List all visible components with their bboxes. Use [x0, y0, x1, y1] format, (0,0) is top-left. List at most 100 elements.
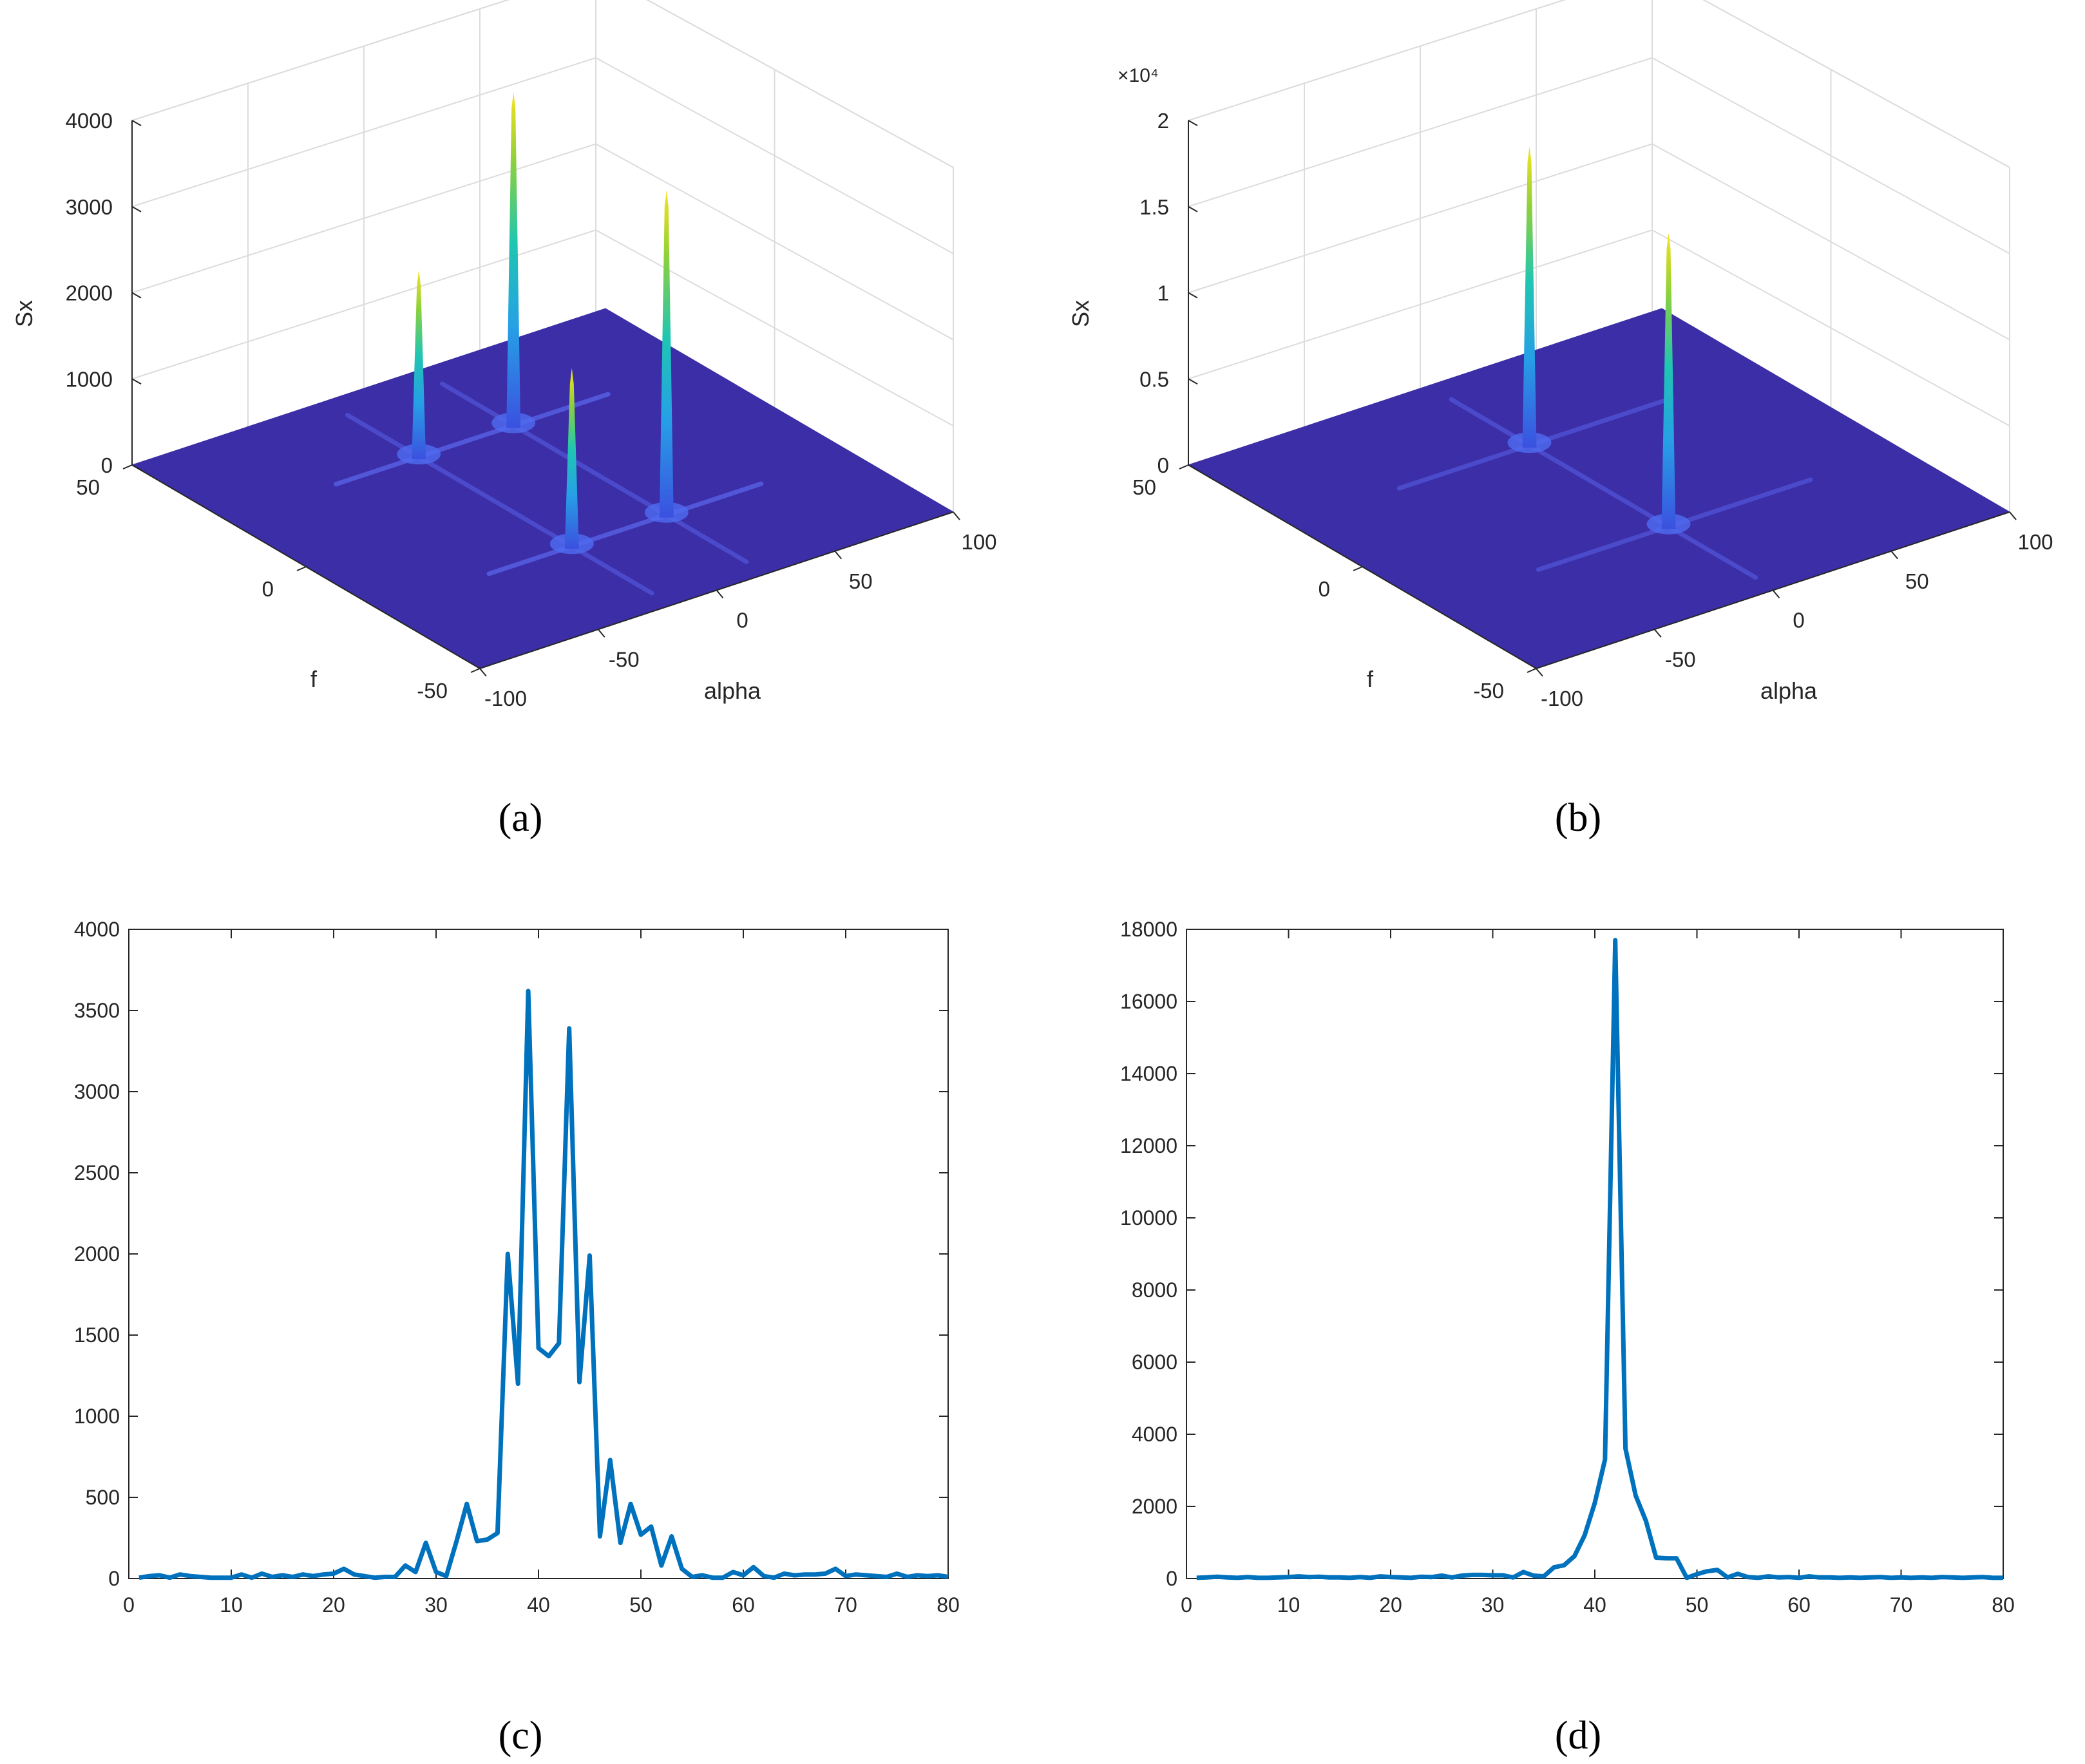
alpha-tick: [1772, 589, 1780, 599]
surface-peak: [1661, 232, 1676, 529]
surface-ridge: [1449, 397, 1758, 580]
alpha-tick: [1653, 629, 1662, 638]
surface-peak: [564, 368, 579, 549]
caption-c: (c): [499, 1714, 543, 1758]
x-tick-label: 0: [123, 1593, 135, 1617]
z-tick: [131, 378, 142, 385]
data-series-line: [138, 989, 949, 1580]
alpha-tick-label: 0: [736, 609, 748, 632]
alpha-tick: [716, 589, 724, 599]
z-tick-label: 0: [1157, 453, 1169, 477]
f-axis-title: f: [310, 666, 318, 692]
alpha-axis-title: alpha: [704, 678, 761, 704]
f-tick-label: 50: [1132, 475, 1156, 499]
z-tick: [1188, 205, 1198, 213]
alpha-tick-label: 100: [2017, 530, 2053, 554]
z-tick: [1188, 378, 1198, 385]
y-tick-label: 4000: [1132, 1423, 1177, 1446]
z-gridline: [131, 229, 954, 427]
caption-b: (b): [1555, 796, 1601, 840]
f-tick: [1353, 566, 1363, 571]
x-tick-label: 60: [1787, 1593, 1811, 1617]
surface-ridge: [486, 481, 764, 576]
alpha-tick-label: -100: [1541, 687, 1583, 710]
y-tick-label: 8000: [1132, 1278, 1177, 1302]
x-tick-label: 30: [424, 1593, 448, 1617]
z-gridline: [131, 0, 954, 168]
surface-peak: [506, 92, 521, 428]
z-tick-label: 1000: [66, 367, 113, 391]
z-gridline: [131, 143, 954, 341]
x-tick-label: 40: [527, 1593, 550, 1617]
alpha-tick-label: 50: [1905, 569, 1929, 593]
y-tick-label: 0: [108, 1567, 120, 1590]
f-tick-label: 0: [1319, 577, 1330, 601]
y-tick-label: 18000: [1120, 918, 1177, 941]
y-tick-label: 1000: [74, 1405, 120, 1428]
f-tick-label: 50: [76, 475, 100, 499]
f-tick-label: -50: [417, 679, 448, 703]
alpha-tick: [597, 629, 605, 638]
z-tick: [131, 292, 142, 299]
caption-d: (d): [1555, 1714, 1601, 1758]
x-tick-label: 20: [322, 1593, 345, 1617]
x-tick-label: 20: [1379, 1593, 1402, 1617]
x-tick-label: 10: [220, 1593, 243, 1617]
surface-ridge: [345, 413, 654, 596]
y-tick-label: 0: [1166, 1567, 1177, 1590]
alpha-tick-label: -50: [1665, 647, 1696, 671]
z-tick-label: 1: [1157, 281, 1169, 305]
y-tick-label: 6000: [1132, 1351, 1177, 1374]
y-tick-label: 1500: [74, 1323, 120, 1347]
z-tick-label: 4000: [66, 109, 113, 133]
z-tick-label: 0: [101, 453, 113, 477]
z-gridline: [1188, 57, 2010, 254]
f-tick: [1527, 668, 1537, 673]
caption-a: (a): [499, 796, 543, 840]
line-chart-c: 0 10 20 30 40 50 60 70 80 0 500 1000 1500 2000 2500 300…: [74, 918, 960, 1617]
alpha-axis-title: alpha: [1760, 678, 1818, 704]
z-tick-label: 3000: [66, 195, 113, 219]
f-tick-label: -50: [1473, 679, 1504, 703]
alpha-tick: [479, 668, 487, 677]
alpha-tick: [1890, 551, 1899, 560]
x-tick-label: 80: [1992, 1593, 2015, 1617]
f-tick: [296, 566, 307, 571]
x-tick-label: 50: [1686, 1593, 1709, 1617]
x-tick-label: 70: [1890, 1593, 1913, 1617]
z-axis-title: Sx: [11, 300, 37, 327]
alpha-tick-label: 100: [961, 530, 996, 554]
alpha-tick: [834, 551, 843, 560]
alpha-tick-label: -100: [484, 687, 527, 710]
z-tick: [1188, 292, 1198, 299]
line-chart-d: 0 10 20 30 40 50 60 70 80 0 2000 4000 6000 8000 10000 1…: [1120, 918, 2015, 1617]
y-tick-label: 12000: [1120, 1134, 1177, 1157]
z-tick-label: 2000: [66, 281, 113, 305]
z-tick: [1188, 464, 1198, 471]
x-tick-label: 30: [1481, 1593, 1505, 1617]
y-tick-label: 2000: [74, 1242, 120, 1266]
surface-ridge: [440, 381, 749, 564]
alpha-tick: [2009, 511, 2017, 520]
f-tick: [122, 464, 133, 469]
y-tick-label: 10000: [1120, 1206, 1177, 1229]
plot-frame: [1186, 929, 2004, 1579]
z-tick-label: 1.5: [1139, 195, 1169, 219]
y-tick-label: 14000: [1120, 1062, 1177, 1085]
y-tick-label: 4000: [74, 918, 120, 941]
z-gridline: [1188, 0, 2010, 168]
f-axis-title: f: [1367, 666, 1374, 692]
data-series-line: [1196, 938, 2003, 1580]
z-tick-label: 0.5: [1139, 367, 1169, 391]
x-tick-label: 70: [834, 1593, 857, 1617]
z-gridline: [1188, 229, 2010, 427]
x-tick-label: 10: [1277, 1593, 1300, 1617]
surface-peak: [1522, 146, 1537, 448]
x-tick-label: 50: [629, 1593, 652, 1617]
x-tick-label: 60: [732, 1593, 755, 1617]
z-tick-label: 2: [1157, 109, 1169, 133]
z-tick: [131, 464, 142, 471]
